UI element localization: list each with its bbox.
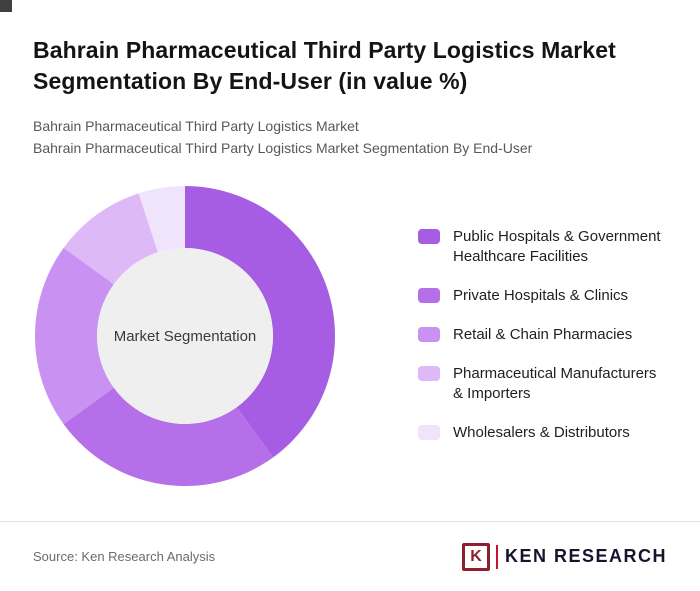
- legend-swatch: [418, 229, 440, 244]
- donut-chart-wrap: Market Segmentation: [30, 181, 340, 491]
- legend-swatch: [418, 425, 440, 440]
- legend-item[interactable]: Pharmaceutical Manufacturers & Importers: [418, 364, 661, 404]
- legend-item[interactable]: Wholesalers & Distributors: [418, 423, 661, 443]
- legend-swatch: [418, 288, 440, 303]
- subtitle-line-1: Bahrain Pharmaceutical Third Party Logis…: [33, 118, 359, 134]
- donut-segment[interactable]: [63, 193, 158, 285]
- donut-chart: [34, 186, 336, 486]
- logo-brand-text: KEN RESEARCH: [504, 546, 667, 566]
- legend: Public Hospitals & Government Healthcare…: [418, 181, 661, 462]
- legend-label: Pharmaceutical Manufacturers & Importers: [453, 365, 657, 402]
- legend-item[interactable]: Private Hospitals & Clinics: [418, 286, 661, 306]
- footer: Source: Ken Research Analysis K KEN RESE…: [0, 521, 700, 591]
- donut-segment[interactable]: [138, 186, 185, 253]
- donut-segment[interactable]: [63, 387, 274, 486]
- legend-label: Public Hospitals & Government Healthcare…: [453, 228, 661, 265]
- subtitle-block: Bahrain Pharmaceutical Third Party Logis…: [33, 115, 667, 159]
- source-text: Source: Ken Research Analysis: [33, 549, 216, 564]
- legend-label: Private Hospitals & Clinics: [453, 287, 629, 304]
- legend-label: Retail & Chain Pharmacies: [453, 326, 633, 343]
- ken-research-logo: K KEN RESEARCH: [461, 542, 667, 571]
- corner-mark: [0, 0, 12, 12]
- donut-center-circle: Market Segmentation: [97, 248, 273, 424]
- page-title: Bahrain Pharmaceutical Third Party Logis…: [33, 37, 616, 94]
- legend-item[interactable]: Public Hospitals & Government Healthcare…: [418, 227, 661, 267]
- legend-swatch: [418, 327, 440, 342]
- donut-segment[interactable]: [34, 247, 114, 425]
- legend-label: Wholesalers & Distributors: [453, 424, 630, 441]
- subtitle-line-2: Bahrain Pharmaceutical Third Party Logis…: [33, 140, 533, 156]
- chart-area: Market Segmentation Public Hospitals & G…: [33, 181, 667, 491]
- legend-swatch: [418, 366, 440, 381]
- donut-center-label: Market Segmentation: [113, 327, 257, 345]
- donut-segment[interactable]: [185, 186, 336, 458]
- logo-divider: [495, 544, 498, 569]
- logo-k-mark-icon: K: [461, 542, 490, 571]
- legend-item[interactable]: Retail & Chain Pharmacies: [418, 325, 661, 345]
- logo-mark-letter: K: [470, 547, 482, 565]
